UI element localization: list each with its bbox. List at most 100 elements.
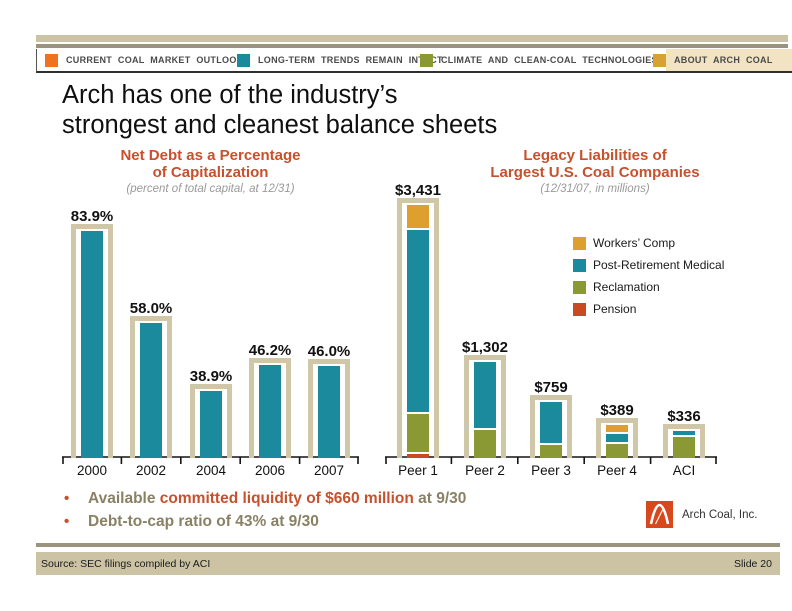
category-label: 2002 — [135, 463, 167, 478]
bar-peer-3: $759 — [530, 379, 572, 458]
tab-current-coal-market-outlook[interactable]: CURRENT COAL MARKET OUTLOOK — [45, 49, 243, 71]
bar-fill — [140, 323, 162, 458]
category-label: 2000 — [76, 463, 108, 478]
bar-fill — [81, 231, 103, 458]
segment-post-retirement-medical — [407, 230, 429, 412]
tab-swatch-icon — [420, 53, 433, 67]
arch-logo-icon — [646, 501, 673, 528]
category-label: Peer 1 — [398, 463, 438, 478]
net-debt-chart-header: Net Debt as a Percentage of Capitalizati… — [62, 147, 359, 195]
bar-value-label: $3,431 — [395, 182, 441, 199]
bar-value-label: 58.0% — [129, 300, 173, 317]
bar-fill — [318, 366, 340, 458]
bar-stack — [606, 425, 628, 458]
category-label: Peer 2 — [465, 463, 505, 478]
bar-2007: 46.0% — [308, 343, 350, 458]
legend-label: Workers’ Comp — [593, 236, 676, 250]
bullet-text: Available committed liquidity of $660 mi… — [88, 487, 466, 510]
slide-title: Arch has one of the industry’s strongest… — [62, 80, 497, 140]
tab-label: CURRENT COAL MARKET OUTLOOK — [66, 55, 244, 65]
bar-stack — [81, 231, 103, 458]
tab-label: LONG-TERM TRENDS REMAIN INTACT — [258, 55, 443, 65]
bar-stack — [140, 323, 162, 458]
legend-item-pension: Pension — [573, 302, 724, 316]
legend-swatch-icon — [573, 280, 586, 294]
tab-swatch-icon — [45, 53, 58, 67]
bullet-text-muted: at 9/30 — [413, 490, 467, 507]
bar-2006: 46.2% — [249, 342, 291, 458]
key-points-list: • Available committed liquidity of $660 … — [64, 487, 466, 533]
bar-stack — [673, 431, 695, 458]
category-label: 2004 — [195, 463, 227, 478]
tab-about-arch-coal[interactable]: ABOUT ARCH COAL — [653, 49, 792, 71]
bar-stack — [540, 402, 562, 458]
bar-2004: 38.9% — [190, 368, 232, 458]
bullet-liquidity: • Available committed liquidity of $660 … — [64, 487, 466, 510]
segment-reclamation — [606, 444, 628, 458]
bar-value-label: $1,302 — [462, 339, 508, 356]
plot-area-legacy-liabilities: $3,431 Peer 1 $1,302 Peer 2 $759 Peer 3 $389 Pe… — [385, 170, 717, 478]
bar-fill — [259, 365, 281, 458]
bar-value-label: 46.0% — [307, 343, 351, 360]
top-gray-rule — [36, 44, 788, 48]
bar-stack — [259, 365, 281, 458]
arch-coal-logo: Arch Coal, Inc. — [646, 501, 757, 528]
chart-title-line: Legacy Liabilities of — [523, 147, 667, 164]
legend-label: Reclamation — [593, 280, 660, 294]
segment-reclamation — [474, 430, 496, 458]
segment-post-retirement-medical — [540, 402, 562, 443]
bar-value-label: $389 — [600, 402, 634, 419]
bar-aci: $336 — [663, 408, 705, 458]
slide-title-line1: Arch has one of the industry’s — [62, 81, 398, 109]
segment-workers-comp — [606, 425, 628, 432]
net-debt-chart-title: Net Debt as a Percentage of Capitalizati… — [62, 147, 359, 181]
category-label: Peer 3 — [531, 463, 571, 478]
bar-value-label: $336 — [667, 408, 701, 425]
bottom-gray-rule — [36, 543, 780, 547]
slide-number: Slide 20 — [734, 557, 772, 570]
legend-item-post-retirement-medical: Post-Retirement Medical — [573, 258, 724, 272]
legend-swatch-icon — [573, 302, 586, 316]
segment-post-retirement-medical — [673, 431, 695, 435]
bar-fill — [200, 391, 222, 458]
segment-post-retirement-medical — [606, 434, 628, 442]
logo-text: Arch Coal, Inc. — [682, 508, 758, 521]
bar-peer-1: $3,431 — [395, 182, 441, 458]
bullet-icon: • — [64, 513, 70, 530]
bar-stack — [200, 391, 222, 458]
tab-label: CLIMATE AND CLEAN-COAL TECHNOLOGIES — [441, 55, 658, 65]
segment-reclamation — [540, 445, 562, 458]
legend-label: Pension — [593, 302, 637, 316]
legend-swatch-icon — [573, 258, 586, 272]
slide-title-line2: strongest and cleanest balance sheets — [62, 111, 498, 139]
tab-swatch-icon — [237, 53, 250, 67]
plot-area-net-debt: 83.9% 2000 58.0% 2002 38.9% 2004 46.2% 2006 46.0… — [62, 200, 359, 478]
bar-value-label: $759 — [534, 379, 568, 396]
segment-post-retirement-medical — [474, 362, 496, 428]
legacy-liabilities-chart-title: Legacy Liabilities of Largest U.S. Coal … — [445, 147, 745, 181]
segment-workers-comp — [407, 205, 429, 228]
top-tan-rule — [36, 35, 788, 42]
category-label: ACI — [672, 463, 696, 478]
segment-reclamation — [673, 437, 695, 458]
category-label: 2007 — [313, 463, 345, 478]
tab-long-term-trends[interactable]: LONG-TERM TRENDS REMAIN INTACT — [237, 49, 443, 71]
source-note: Source: SEC filings compiled by ACI — [41, 557, 211, 570]
bullet-debt-to-cap: • Debt-to-cap ratio of 43% at 9/30 — [64, 510, 466, 533]
tab-swatch-icon — [653, 53, 666, 67]
bar-stack — [407, 205, 429, 458]
legend-item-workers-comp: Workers’ Comp — [573, 236, 724, 250]
tab-climate-clean-coal[interactable]: CLIMATE AND CLEAN-COAL TECHNOLOGIES — [420, 49, 658, 71]
bar-stack — [474, 362, 496, 458]
legacy-liabilities-chart-subtitle: (12/31/07, in millions) — [540, 183, 650, 195]
bullet-text-highlight: committed liquidity of $660 million — [159, 490, 414, 507]
net-debt-chart-subtitle: (percent of total capital, at 12/31) — [126, 183, 295, 195]
category-label: 2006 — [254, 463, 286, 478]
bar-peer-2: $1,302 — [462, 339, 508, 458]
bar-value-label: 83.9% — [70, 208, 114, 225]
bullet-text: Debt-to-cap ratio of 43% at 9/30 — [88, 513, 319, 530]
bar-2000: 83.9% — [71, 208, 113, 458]
bar-value-label: 38.9% — [189, 368, 233, 385]
chart-title-line: of Capitalization — [152, 164, 269, 181]
